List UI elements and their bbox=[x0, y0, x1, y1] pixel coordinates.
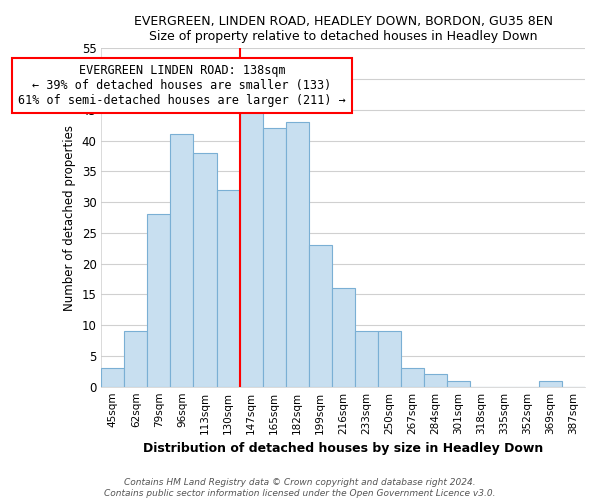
Bar bbox=[447, 380, 470, 386]
Bar bbox=[170, 134, 193, 386]
Bar bbox=[124, 332, 148, 386]
Bar bbox=[332, 288, 355, 386]
Bar bbox=[263, 128, 286, 386]
Text: Contains HM Land Registry data © Crown copyright and database right 2024.
Contai: Contains HM Land Registry data © Crown c… bbox=[104, 478, 496, 498]
Bar bbox=[101, 368, 124, 386]
Text: EVERGREEN LINDEN ROAD: 138sqm
← 39% of detached houses are smaller (133)
61% of : EVERGREEN LINDEN ROAD: 138sqm ← 39% of d… bbox=[18, 64, 346, 106]
Bar bbox=[539, 380, 562, 386]
Bar bbox=[378, 332, 401, 386]
Bar bbox=[401, 368, 424, 386]
Bar bbox=[193, 153, 217, 386]
Bar bbox=[148, 214, 170, 386]
Y-axis label: Number of detached properties: Number of detached properties bbox=[63, 124, 76, 310]
Bar bbox=[308, 245, 332, 386]
Bar bbox=[286, 122, 308, 386]
X-axis label: Distribution of detached houses by size in Headley Down: Distribution of detached houses by size … bbox=[143, 442, 544, 455]
Bar bbox=[239, 104, 263, 387]
Bar bbox=[355, 332, 378, 386]
Title: EVERGREEN, LINDEN ROAD, HEADLEY DOWN, BORDON, GU35 8EN
Size of property relative: EVERGREEN, LINDEN ROAD, HEADLEY DOWN, BO… bbox=[134, 15, 553, 43]
Bar bbox=[217, 190, 239, 386]
Bar bbox=[424, 374, 447, 386]
